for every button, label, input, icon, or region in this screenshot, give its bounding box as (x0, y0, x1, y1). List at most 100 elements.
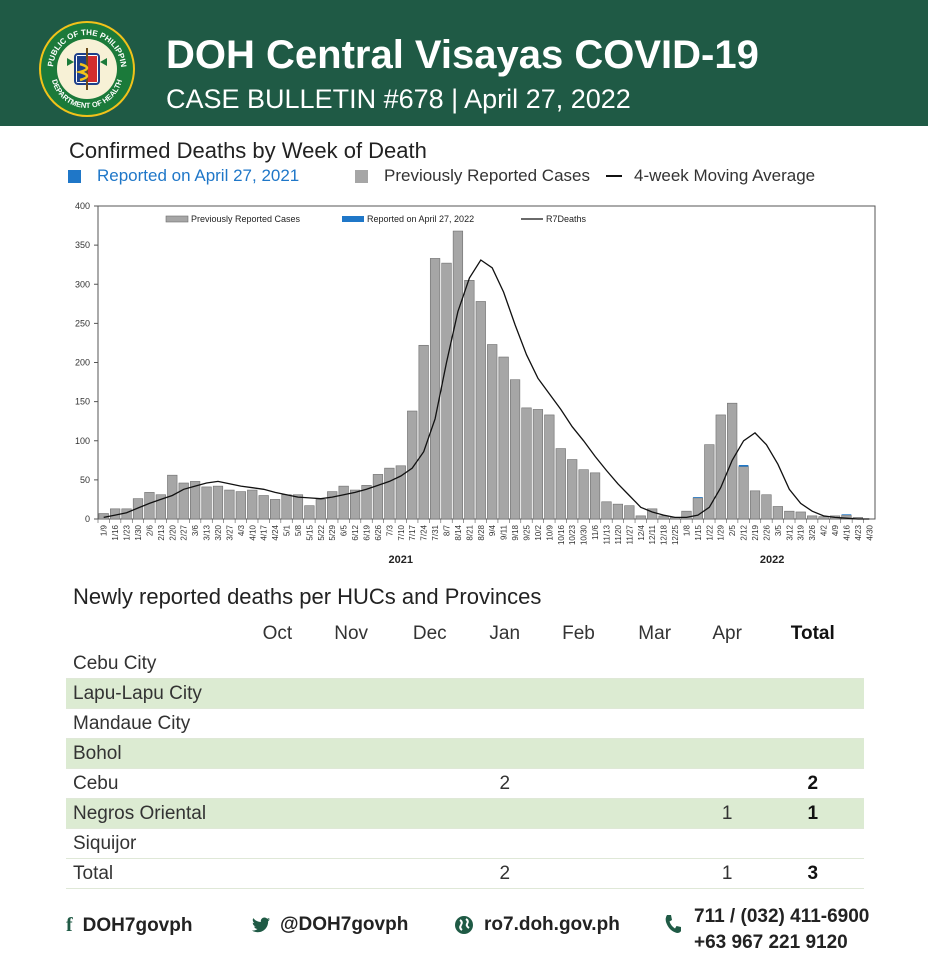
table-cell (616, 708, 693, 739)
bar-previous (589, 472, 601, 520)
y-tick-label: 150 (75, 397, 90, 407)
table-cell (469, 798, 541, 829)
bar-previous (292, 494, 304, 520)
bar-previous (784, 510, 795, 520)
x-tick-label: 6/12 (351, 524, 360, 540)
bar-reported (693, 497, 703, 498)
bar-previous (258, 495, 269, 520)
phone-line-2[interactable]: +63 967 221 9120 (694, 932, 848, 953)
phone-line-1[interactable]: 711 / (032) 411-6900 (694, 906, 870, 927)
x-tick-label: 1/9 (100, 524, 109, 536)
bar-previous (315, 499, 326, 520)
bar-previous (567, 459, 578, 520)
x-tick-label: 12/4 (637, 524, 646, 540)
x-tick-label: 7/3 (385, 524, 394, 536)
table-cell (692, 678, 762, 709)
x-tick-label: 2/26 (762, 524, 771, 540)
bar-previous (475, 301, 486, 520)
legend-label-average: 4-week Moving Average (634, 166, 816, 185)
row-name: Cebu (66, 768, 243, 799)
table-row: Siquijor (66, 828, 864, 859)
bar-previous (704, 444, 715, 520)
x-tick-label: 5/29 (328, 524, 337, 540)
x-tick-label: 2/19 (751, 524, 760, 540)
table-cell (390, 798, 470, 829)
table-row: Cebu City (66, 649, 864, 679)
legend-item-reported: Reported on April 27, 2021 (68, 166, 299, 186)
table-cell (390, 708, 470, 739)
bar-previous (178, 482, 189, 520)
bar-previous (772, 506, 783, 520)
table-cell (540, 798, 617, 829)
table-row: Negros Oriental 1 1 (66, 798, 864, 829)
header-month: Mar (638, 622, 672, 644)
table-cell (243, 798, 312, 829)
table-cell (616, 649, 693, 679)
bar-previous (841, 514, 852, 520)
bar-previous (304, 505, 315, 520)
page-title: DOH Central Visayas COVID-19 (166, 33, 759, 77)
bar-previous (624, 505, 635, 520)
x-tick-label: 1/23 (123, 524, 132, 540)
phone-icon (665, 915, 681, 933)
header-banner: REPUBLIC OF THE PHILIPPINES DEPARTMENT O… (0, 0, 928, 126)
facebook-handle: DOH7govph (82, 914, 193, 936)
bar-reported (738, 465, 749, 467)
x-tick-label: 4/3 (237, 524, 246, 536)
table-cell (540, 708, 617, 739)
row-total (761, 828, 864, 859)
x-tick-label: 3/5 (774, 524, 783, 536)
table-cell (616, 858, 693, 889)
x-tick-label: 1/15 (694, 524, 703, 540)
footer-facebook[interactable]: f DOH7govph (66, 914, 192, 937)
x-tick-label: 6/5 (340, 524, 349, 536)
legend-label-previous: Previously Reported Cases (384, 166, 590, 185)
x-tick-label: 4/9 (831, 524, 840, 536)
globe-icon (455, 916, 473, 934)
x-tick-label: 5/22 (317, 524, 326, 540)
bar-previous (338, 485, 349, 520)
bar-previous (418, 344, 429, 520)
table-row: Total 2 1 3 (66, 858, 864, 889)
bar-previous (795, 511, 806, 520)
inner-legend-label-reported: Reported on April 27, 2022 (367, 214, 474, 224)
row-total: 3 (761, 858, 864, 889)
bar-previous (361, 485, 372, 520)
x-tick-label: 4/10 (248, 524, 257, 540)
x-tick-label: 12/18 (660, 524, 669, 545)
table-cell (616, 768, 693, 799)
x-tick-label: 6/26 (374, 524, 383, 540)
bar-previous (601, 501, 612, 520)
y-tick-label: 100 (75, 436, 90, 446)
row-total: 1 (761, 798, 864, 829)
moving-average-line (103, 259, 870, 520)
x-tick-label: 11/6 (591, 524, 600, 540)
table-cell (311, 678, 391, 709)
x-tick-label: 1/29 (717, 524, 726, 540)
x-tick-label: 7/10 (397, 524, 406, 540)
bar-previous (395, 465, 406, 520)
x-tick-label: 1/16 (111, 524, 120, 540)
legend-item-average: 4-week Moving Average (606, 166, 815, 186)
table-cell (692, 649, 762, 679)
table-cell (469, 708, 541, 739)
table-cell (311, 798, 391, 829)
facebook-icon: f (66, 914, 73, 936)
footer-website[interactable]: ro7.doh.gov.ph (454, 914, 620, 936)
x-tick-label: 4/17 (260, 524, 269, 540)
x-tick-label: 11/27 (625, 524, 634, 544)
x-tick-label: 3/12 (785, 524, 794, 540)
table-cell (692, 768, 762, 799)
table-cell (469, 828, 541, 859)
bar-previous (807, 515, 818, 520)
footer: f DOH7govph @DOH7govph ro7.doh.gov.ph 71… (0, 904, 928, 960)
x-tick-label: 4/2 (820, 524, 829, 536)
bar-previous (235, 491, 246, 520)
x-tick-label: 5/8 (294, 524, 303, 536)
bar-previous (738, 466, 749, 520)
x-tick-label: 12/25 (671, 524, 680, 545)
footer-twitter[interactable]: @DOH7govph (252, 914, 408, 936)
header-month: Apr (712, 622, 742, 644)
table-cell (540, 649, 617, 679)
table-cell (390, 738, 470, 769)
